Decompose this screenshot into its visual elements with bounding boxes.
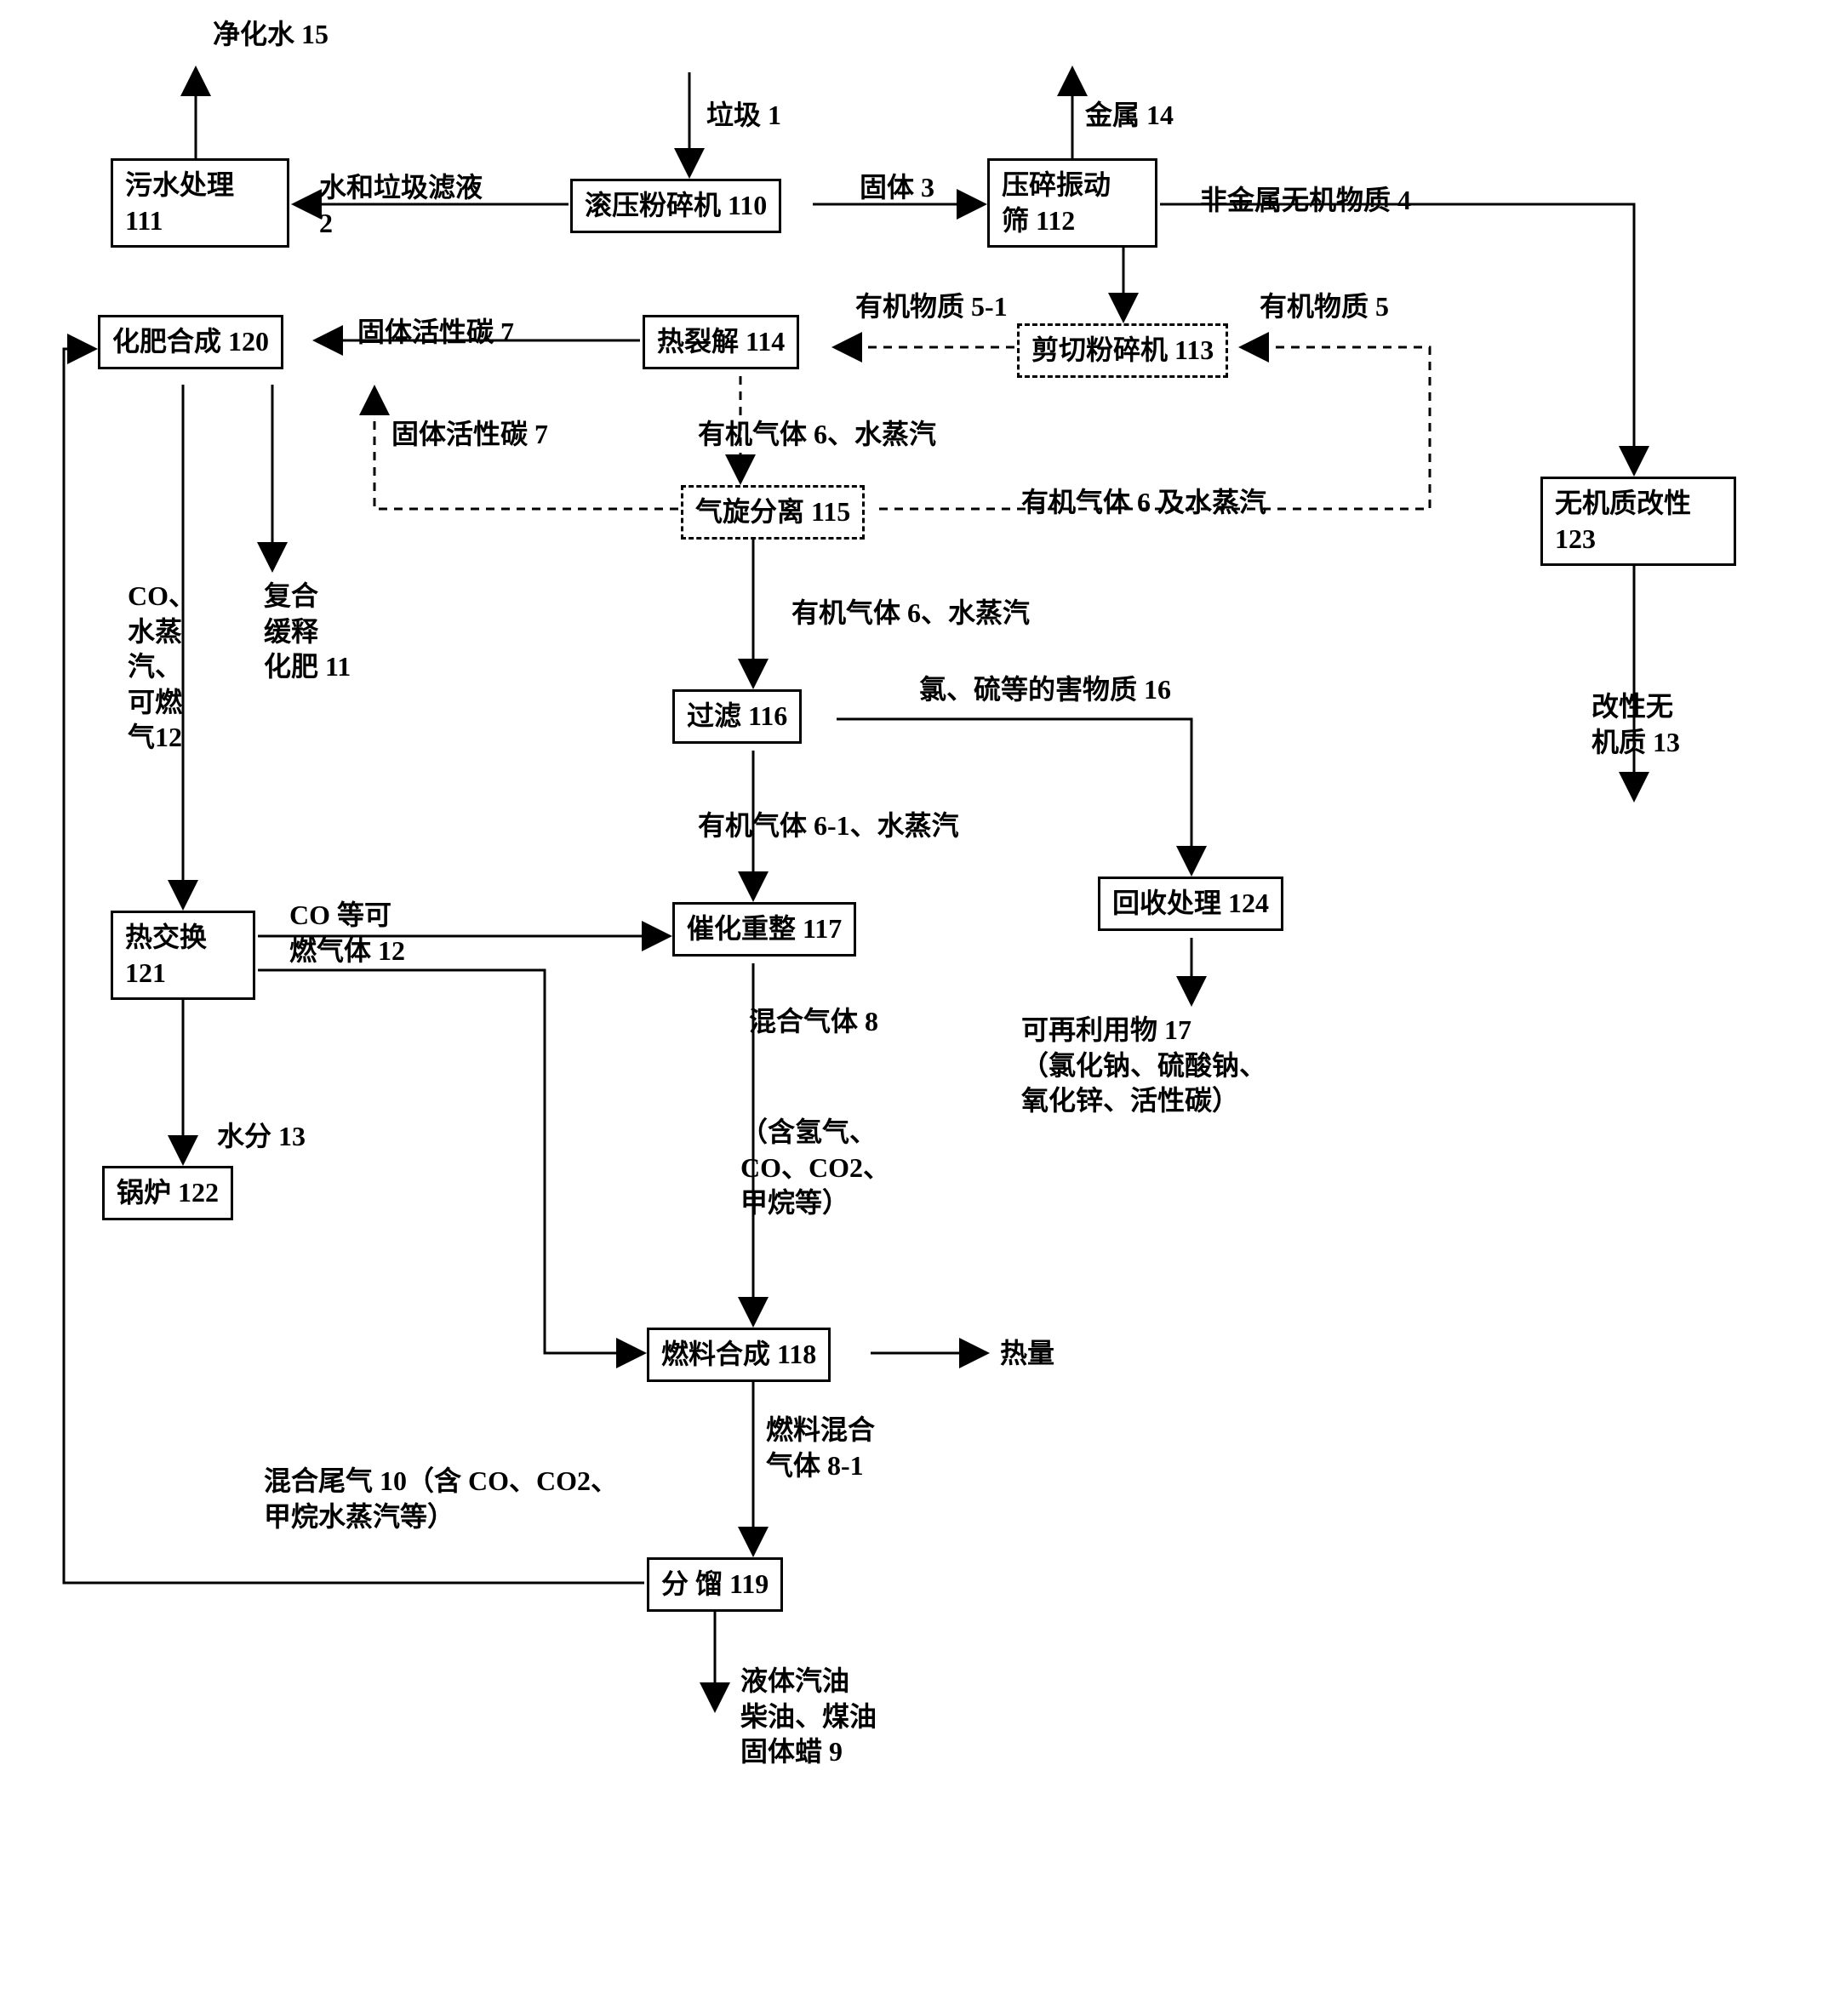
label-h2-l2: CO、CO2、 [740,1152,890,1183]
label-h2-l3: 甲烷等） [740,1187,849,1218]
box-112: 压碎振动 筛 112 [987,158,1157,248]
label-fert11-l3: 化肥 11 [264,651,351,682]
label-fuelmix-l2: 气体 8-1 [766,1450,864,1481]
label-carbon7b: 固体活性碳 7 [391,417,548,453]
label-h2-l1: （含氢气、 [740,1117,877,1147]
label-gas6c: 有机气体 6、水蒸汽 [791,596,1030,631]
label-fuelmix-l1: 燃料混合 [766,1414,875,1445]
label-gas6b: 有机气体 6 及水蒸汽 [1021,485,1266,521]
label-tail10: 混合尾气 10（含 CO、CO2、 甲烷水蒸汽等） [264,1464,618,1534]
box-112-line2: 筛 112 [1002,205,1075,236]
label-fert11: 复合 缓释 化肥 11 [264,579,351,685]
label-output9: 液体汽油 柴油、煤油 固体蜡 9 [740,1664,877,1770]
label-reuse17-l3: 氧化锌、活性碳） [1021,1085,1239,1116]
label-org5: 有机物质 5 [1260,289,1389,325]
label-harm16: 氯、硫等的害物质 16 [919,672,1171,708]
label-fert11-l1: 复合 [264,580,318,611]
label-gas6a: 有机气体 6、水蒸汽 [698,417,936,453]
box-121-line1: 热交换 [125,922,207,952]
label-tail10-l2: 甲烷水蒸汽等） [264,1501,454,1532]
label-water-filtrate-l1: 水和垃圾滤液 [319,172,483,203]
label-solid3: 固体 3 [860,170,934,206]
label-tail10-l1: 混合尾气 10（含 CO、CO2、 [264,1465,618,1496]
label-fert11-l2: 缓释 [264,616,318,647]
label-co12b-l2: 燃气体 12 [289,935,405,966]
box-121-line2: 121 [125,957,166,988]
label-metal: 金属 14 [1085,98,1174,134]
label-water13: 水分 13 [217,1119,306,1155]
label-reuse17-l2: （氯化钠、硫酸钠、 [1021,1050,1266,1081]
box-112-line1: 压碎振动 [1002,169,1111,200]
box-118: 燃料合成 118 [647,1328,831,1382]
label-gas61: 有机气体 6-1、水蒸汽 [698,808,959,844]
label-org51: 有机物质 5-1 [855,289,1008,325]
label-output9-l2: 柴油、煤油 [740,1701,877,1732]
label-co12b-l1: CO 等可 [289,899,391,930]
box-123-line1: 无机质改性 [1555,488,1691,518]
label-output9-l1: 液体汽油 [740,1665,849,1696]
label-fuelmix: 燃料混合 气体 8-1 [766,1413,875,1483]
label-mix8: 混合气体 8 [749,1004,878,1040]
box-121: 热交换 121 [111,911,255,1000]
label-purified-water: 净化水 15 [213,17,329,53]
label-h2: （含氢气、 CO、CO2、 甲烷等） [740,1115,890,1221]
label-mod13-l2: 机质 13 [1591,727,1680,757]
label-reuse17: 可再利用物 17 （氯化钠、硫酸钠、 氧化锌、活性碳） [1021,1013,1266,1119]
box-117: 催化重整 117 [672,902,856,957]
label-co12n: 12 [155,722,182,752]
label-output9-l3: 固体蜡 9 [740,1736,843,1767]
box-111: 污水处理 111 [111,158,289,248]
box-122: 锅炉 122 [102,1166,233,1220]
box-113: 剪切粉碎机 113 [1017,323,1228,378]
box-120: 化肥合成 120 [98,315,283,369]
box-111-line2: 111 [125,205,163,236]
label-carbon7a: 固体活性碳 7 [357,315,514,351]
box-123: 无机质改性 123 [1540,477,1736,566]
label-heat: 热量 [1000,1336,1054,1372]
box-119: 分 馏 119 [647,1557,783,1612]
box-110: 滚压粉碎机 110 [570,179,781,233]
label-co12b: CO 等可 燃气体 12 [289,898,405,968]
box-114: 热裂解 114 [643,315,799,369]
box-123-line2: 123 [1555,523,1596,554]
label-mod13: 改性无 机质 13 [1591,689,1680,760]
box-115: 气旋分离 115 [681,485,865,540]
label-nonmetal: 非金属无机物质 4 [1200,183,1411,219]
box-111-line1: 污水处理 [125,169,234,200]
box-124: 回收处理 124 [1098,877,1283,931]
label-waste: 垃圾 1 [706,98,781,134]
box-116: 过滤 116 [672,689,802,744]
label-water-filtrate: 水和垃圾滤液 2 [319,170,483,241]
label-mod13-l1: 改性无 [1591,691,1673,722]
label-water-filtrate-l2: 2 [319,208,333,238]
label-reuse17-l1: 可再利用物 17 [1021,1014,1191,1045]
label-co12v: CO、水蒸汽、可燃气12 [128,579,196,756]
